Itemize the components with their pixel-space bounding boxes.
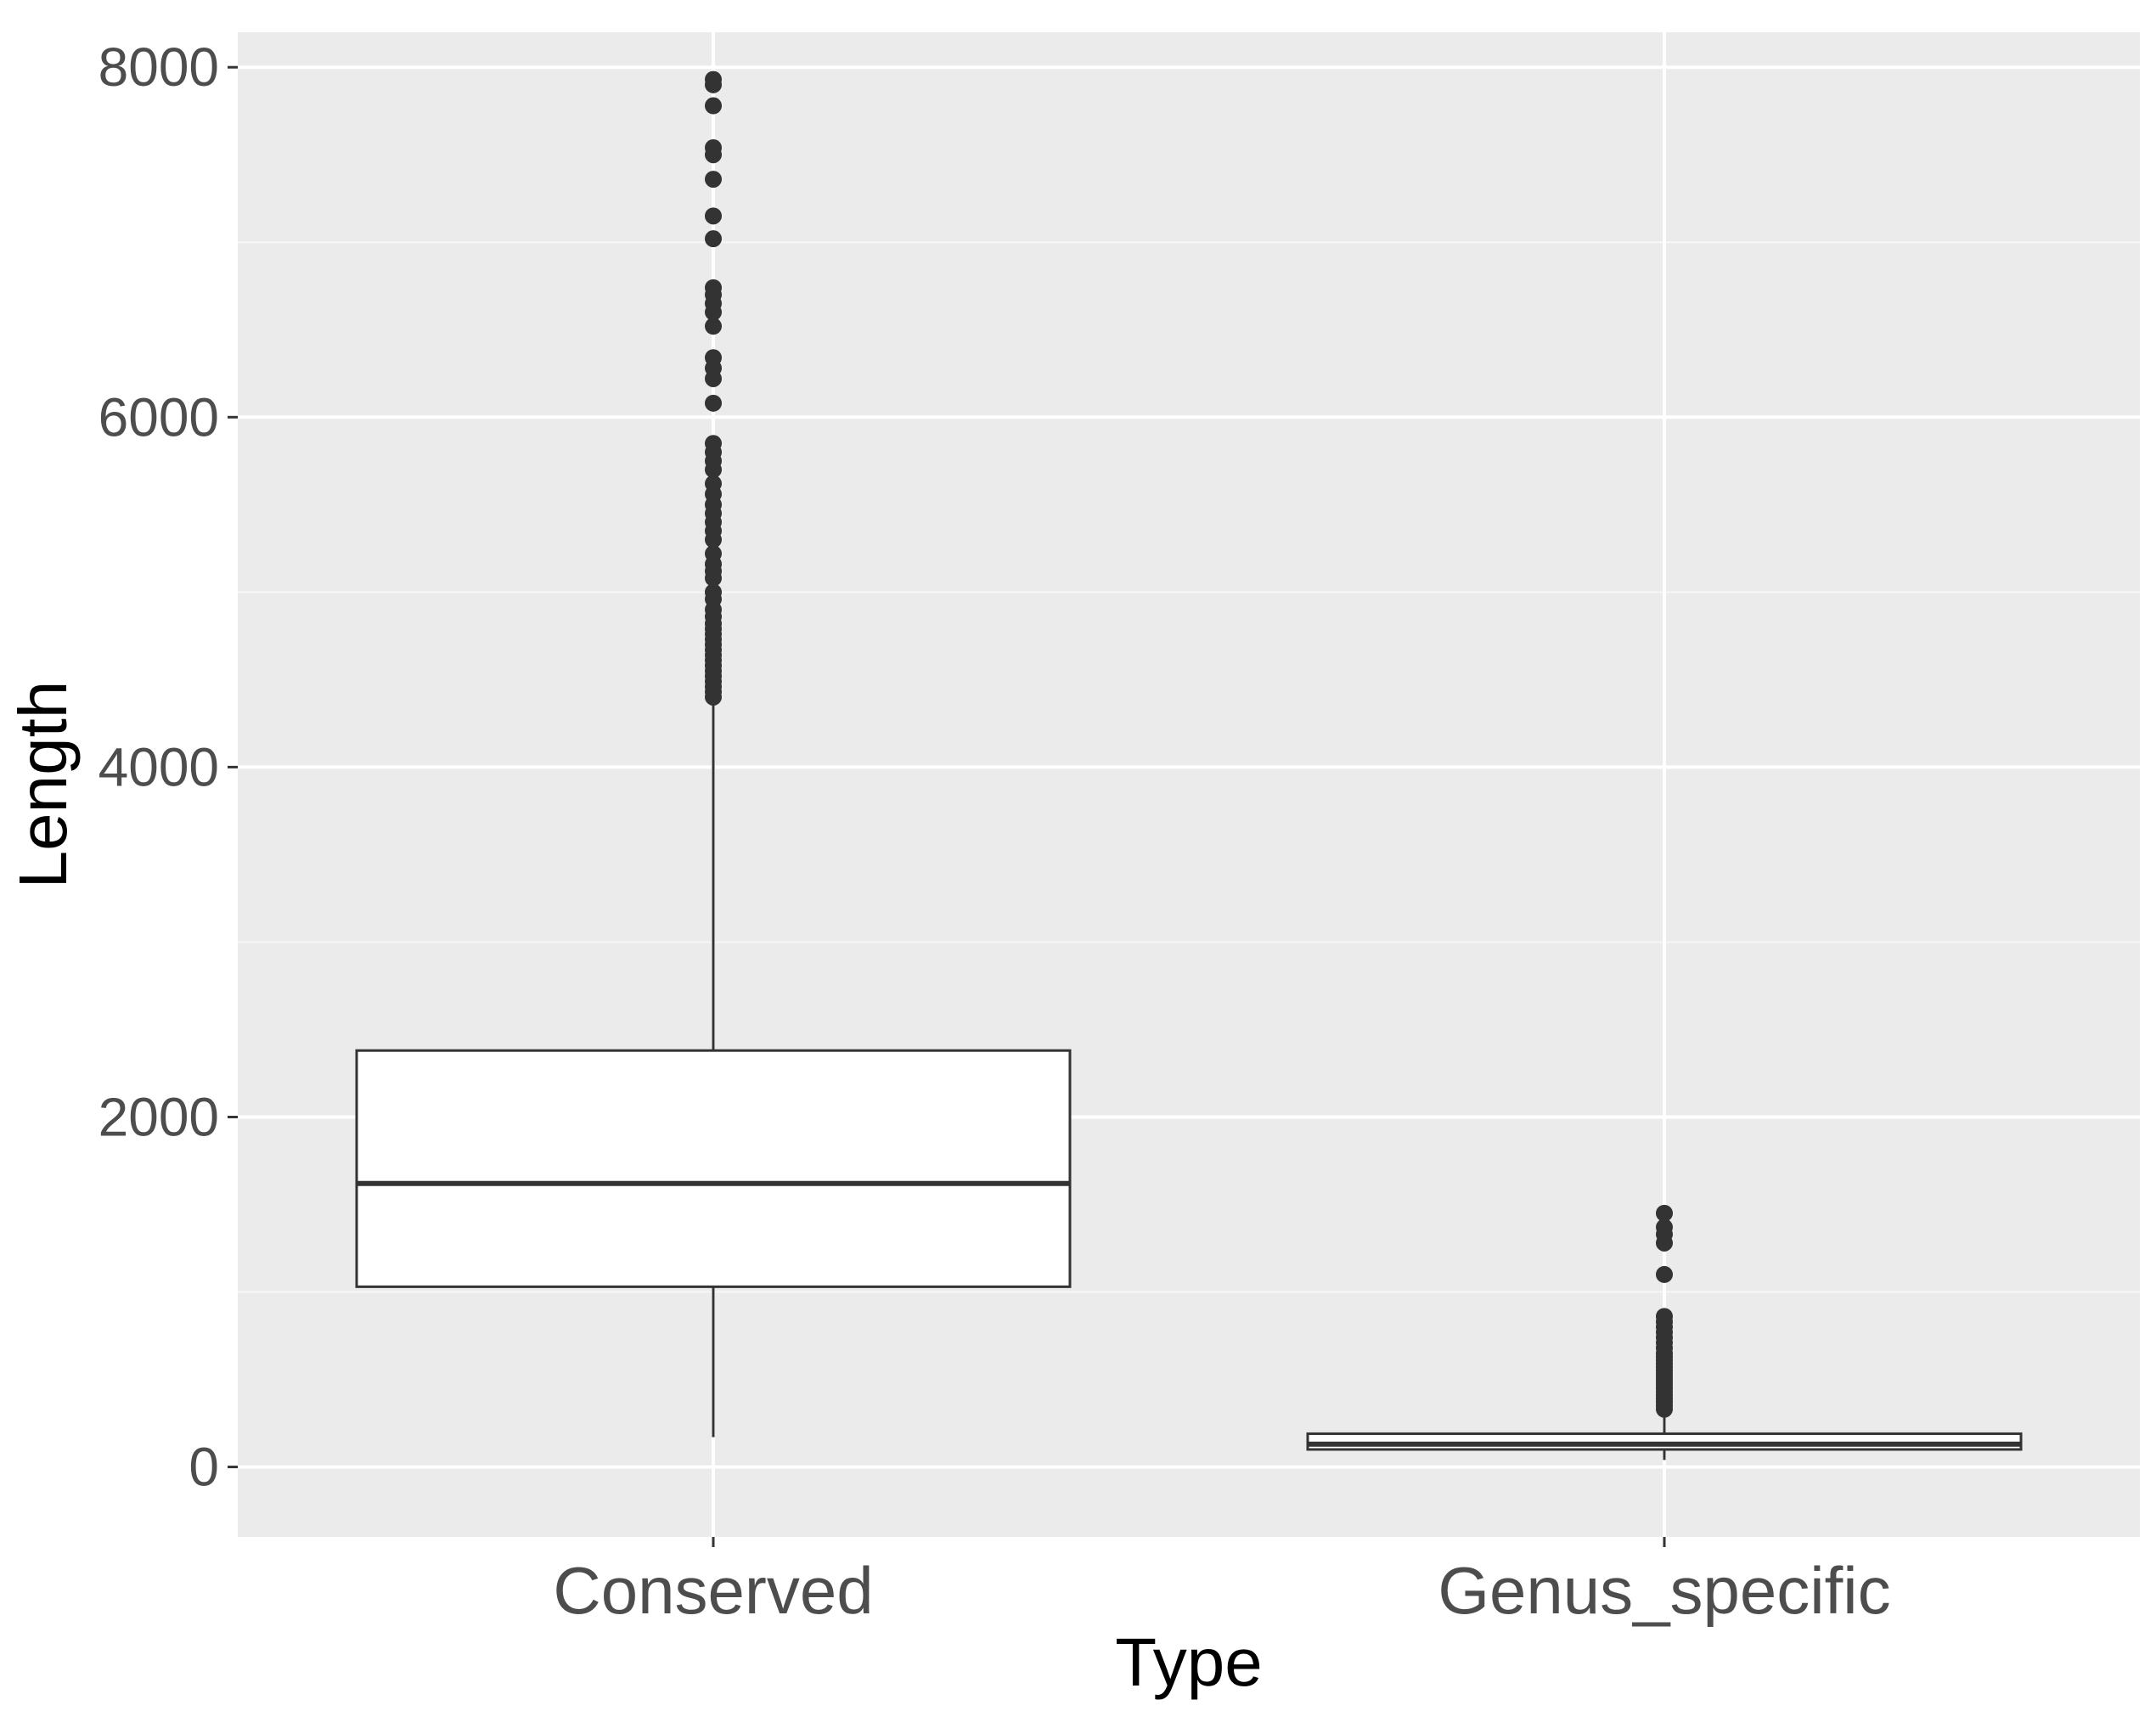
outlier-point [1656,1204,1673,1222]
x-axis-title: Type [1115,1624,1262,1700]
outlier-point [705,138,722,156]
axis-ticks: 0 2000 4000 6000 8000 Conserved Genus_specific [99,37,1891,1628]
outlier-point [705,435,722,453]
outlier-point [1656,1219,1673,1236]
outlier-point [705,207,722,225]
outlier-point [705,279,722,296]
box-iqr [1306,1432,2023,1451]
y-tick-label: 4000 [99,736,219,797]
x-tick-label: Genus_specific [1438,1553,1890,1628]
outlier-point [705,583,722,601]
outlier-point [705,475,722,492]
outlier-point [705,171,722,189]
box-iqr [355,1049,1072,1288]
x-tick-label: Conserved [553,1553,873,1628]
y-axis-title: Length [5,681,81,889]
plot-panel [238,32,2140,1537]
outlier-point [705,394,722,412]
y-tick-label: 0 [189,1437,219,1498]
y-tick-label: 8000 [99,37,219,98]
outlier-point [705,97,722,115]
y-tick-label: 2000 [99,1086,219,1147]
boxes [355,70,2023,1461]
outlier-point [705,349,722,367]
outlier-point [1656,1308,1673,1325]
outlier-point [705,545,722,563]
outlier-point [705,70,722,88]
y-tick-label: 6000 [99,386,219,447]
outlier-point [705,318,722,335]
outlier-point [705,230,722,248]
outlier-point [1656,1265,1673,1283]
